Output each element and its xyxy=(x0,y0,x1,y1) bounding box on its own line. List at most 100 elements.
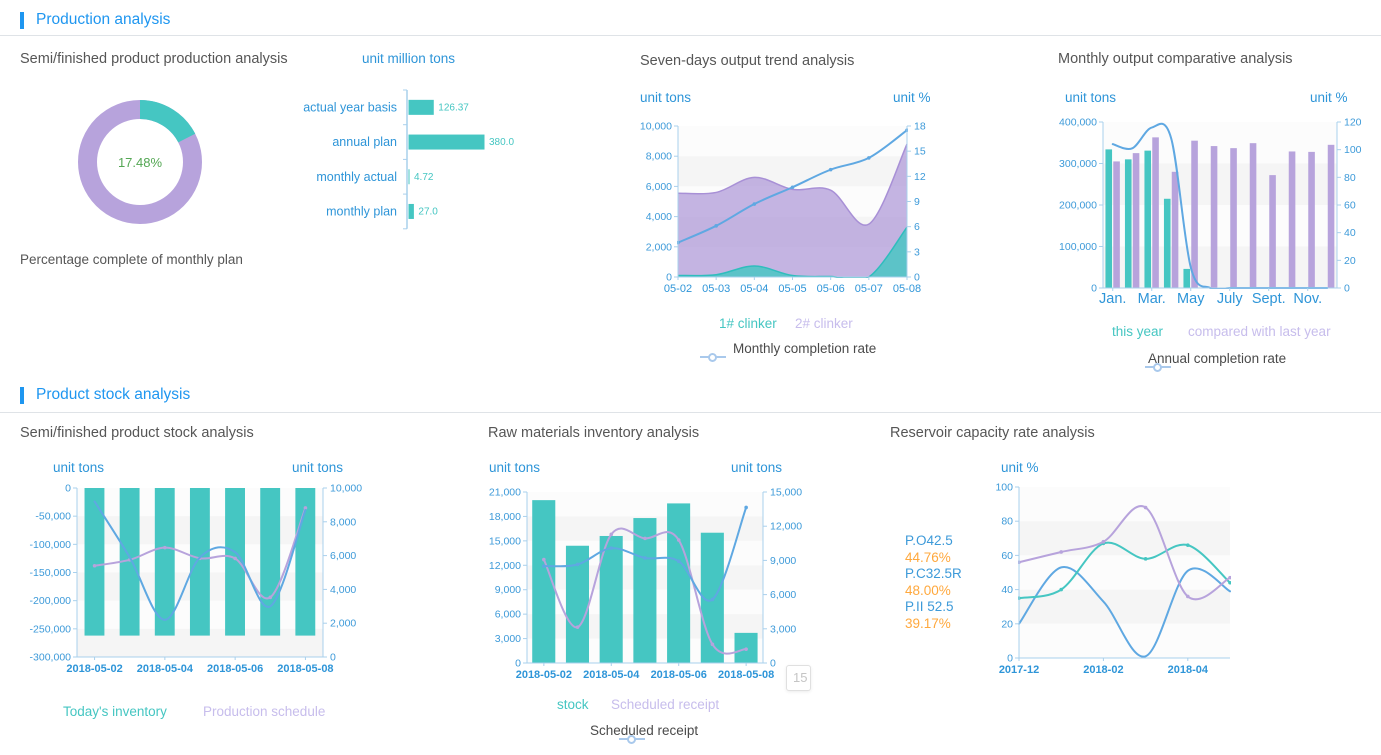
svg-text:2018-05-06: 2018-05-06 xyxy=(207,663,263,675)
svg-text:2018-05-04: 2018-05-04 xyxy=(137,663,194,675)
svg-text:annual plan: annual plan xyxy=(332,135,397,149)
raw-materials-chart[interactable]: 0 3,000 6,000 9,000 12,000 15,000 18,000 21,000… xyxy=(482,482,802,682)
legend-stock[interactable]: stock xyxy=(557,697,589,712)
legend-1-clinker[interactable]: 1# clinker xyxy=(719,316,777,331)
svg-text:0: 0 xyxy=(1344,283,1350,295)
svg-text:Mar.: Mar. xyxy=(1138,291,1166,307)
unit-label-left: unit tons xyxy=(640,90,692,105)
svg-text:6,000: 6,000 xyxy=(495,609,521,621)
production-hbar-chart[interactable]: actual year basis 126.37 annual plan 380.0 m… xyxy=(290,85,620,240)
legend-compared-last-year[interactable]: compared with last year xyxy=(1188,324,1331,339)
monthly-plan-donut-chart[interactable] xyxy=(70,92,210,232)
svg-text:20: 20 xyxy=(1344,255,1356,267)
annotation-value: 39.17% xyxy=(905,615,951,631)
svg-text:-200,000: -200,000 xyxy=(30,595,72,607)
svg-text:9,000: 9,000 xyxy=(495,584,521,596)
svg-text:126.37: 126.37 xyxy=(438,102,469,113)
svg-text:100: 100 xyxy=(995,482,1013,494)
annotation-value: 48.00% xyxy=(905,582,951,598)
line-legend-icon[interactable] xyxy=(1145,362,1172,372)
svg-text:10,000: 10,000 xyxy=(640,121,672,133)
svg-text:9,000: 9,000 xyxy=(770,555,796,567)
svg-text:2018-04: 2018-04 xyxy=(1168,664,1209,676)
svg-text:400,000: 400,000 xyxy=(1059,117,1097,129)
panel-title-seven-days: Seven-days output trend analysis xyxy=(640,53,855,69)
svg-text:0: 0 xyxy=(914,272,920,284)
svg-text:80: 80 xyxy=(1001,516,1013,528)
legend-production-schedule[interactable]: Production schedule xyxy=(203,704,326,719)
svg-text:2018-05-08: 2018-05-08 xyxy=(277,663,333,675)
svg-text:100: 100 xyxy=(1344,144,1362,156)
svg-text:2,000: 2,000 xyxy=(330,618,356,630)
seven-days-chart[interactable]: 0 2,000 4,000 6,000 8,000 10,000 0 3 6 9 12 15 18 05-… xyxy=(640,112,940,304)
section-title-production: Production analysis xyxy=(36,11,171,28)
legend-2-clinker[interactable]: 2# clinker xyxy=(795,316,853,331)
svg-text:monthly actual: monthly actual xyxy=(316,170,397,184)
unit-label-left: unit tons xyxy=(1065,90,1117,105)
svg-text:actual year basis: actual year basis xyxy=(303,100,397,114)
svg-text:4,000: 4,000 xyxy=(646,211,672,223)
reservoir-chart[interactable]: 0 20 40 60 80 100 2017-12 2018-02 2018-04 xyxy=(995,480,1247,676)
unit-label-right: unit tons xyxy=(292,460,344,475)
line-legend-icon[interactable] xyxy=(700,352,726,362)
section-accent-bar xyxy=(20,12,24,29)
svg-text:0: 0 xyxy=(770,658,776,670)
svg-text:9: 9 xyxy=(914,196,920,208)
legend-scheduled-receipt-line[interactable]: Scheduled receipt xyxy=(590,723,699,738)
svg-text:-300,000: -300,000 xyxy=(30,652,72,664)
svg-text:monthly plan: monthly plan xyxy=(326,204,397,218)
section-title-stock: Product stock analysis xyxy=(36,386,191,403)
panel-title-semi-stock: Semi/finished product stock analysis xyxy=(20,425,254,441)
svg-text:0: 0 xyxy=(330,652,336,664)
svg-text:0: 0 xyxy=(666,272,672,284)
semi-stock-chart[interactable]: -300,000 -250,000 -200,000 -150,000 -100,000… xyxy=(30,478,372,680)
section-divider xyxy=(0,35,1381,36)
svg-text:18: 18 xyxy=(914,121,926,133)
svg-text:-50,000: -50,000 xyxy=(35,511,71,523)
svg-text:10,000: 10,000 xyxy=(330,483,362,495)
legend-todays-inventory[interactable]: Today's inventory xyxy=(63,704,167,719)
unit-label-right: unit tons xyxy=(731,460,783,475)
svg-text:15: 15 xyxy=(914,146,926,158)
svg-text:6,000: 6,000 xyxy=(646,181,672,193)
line-legend-icon[interactable] xyxy=(618,734,645,744)
svg-text:05-08: 05-08 xyxy=(893,283,921,295)
unit-label-percent: unit % xyxy=(1001,460,1039,475)
legend-scheduled-receipt[interactable]: Scheduled receipt xyxy=(611,697,720,712)
svg-text:-250,000: -250,000 xyxy=(30,623,72,635)
annotation-label: P.O42.5 xyxy=(905,533,953,548)
svg-text:2017-12: 2017-12 xyxy=(999,664,1039,676)
unit-label-left: unit tons xyxy=(53,460,105,475)
svg-text:20: 20 xyxy=(1001,618,1013,630)
svg-text:15,000: 15,000 xyxy=(489,535,521,547)
svg-text:3,000: 3,000 xyxy=(770,623,796,635)
svg-text:-100,000: -100,000 xyxy=(30,539,72,551)
donut-caption: Percentage complete of monthly plan xyxy=(20,252,243,267)
legend-annual-completion-rate[interactable]: Annual completion rate xyxy=(1148,351,1287,366)
legend-this-year[interactable]: this year xyxy=(1112,324,1164,339)
panel-title-raw-materials: Raw materials inventory analysis xyxy=(488,425,700,441)
svg-text:05-05: 05-05 xyxy=(778,283,806,295)
unit-label-right: unit % xyxy=(893,90,931,105)
svg-text:3: 3 xyxy=(914,246,920,258)
svg-text:60: 60 xyxy=(1344,200,1356,212)
svg-text:05-03: 05-03 xyxy=(702,283,730,295)
svg-text:8,000: 8,000 xyxy=(646,151,672,163)
svg-text:Jan.: Jan. xyxy=(1099,291,1126,307)
legend-monthly-completion-rate[interactable]: Monthly completion rate xyxy=(733,341,877,356)
svg-text:Sept.: Sept. xyxy=(1252,291,1286,307)
monthly-output-chart[interactable]: 0 100,000 200,000 300,000 400,000 0 20 40 60 80 10… xyxy=(1058,112,1362,318)
svg-text:120: 120 xyxy=(1344,117,1362,129)
svg-text:12,000: 12,000 xyxy=(489,560,521,572)
annotation-label: P.II 52.5 xyxy=(905,599,954,615)
panel-title-reservoir: Reservoir capacity rate analysis xyxy=(890,425,1095,441)
svg-text:2,000: 2,000 xyxy=(646,241,672,253)
svg-text:21,000: 21,000 xyxy=(489,487,521,499)
annotation-label: P.C32.5R xyxy=(905,566,962,582)
svg-text:80: 80 xyxy=(1344,172,1356,184)
svg-text:05-06: 05-06 xyxy=(817,283,845,295)
section-accent-bar xyxy=(20,387,24,404)
svg-text:2018-05-04: 2018-05-04 xyxy=(583,669,640,681)
svg-text:2018-05-02: 2018-05-02 xyxy=(66,663,122,675)
